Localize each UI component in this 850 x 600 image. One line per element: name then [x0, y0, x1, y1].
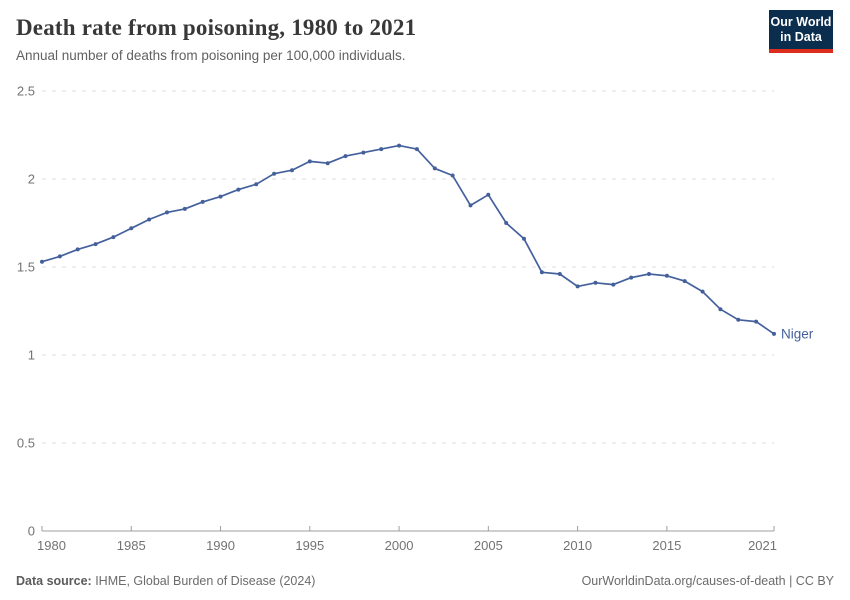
- data-point-marker: [93, 242, 98, 247]
- owid-logo: Our World in Data: [769, 10, 833, 53]
- data-point-marker: [629, 275, 634, 280]
- x-tick-label: 2015: [652, 538, 681, 553]
- data-point-marker: [147, 217, 152, 222]
- chart-footer: Data source: IHME, Global Burden of Dise…: [16, 574, 834, 588]
- x-tick-label: 1995: [295, 538, 324, 553]
- series-line: [41, 144, 775, 335]
- data-point-marker: [111, 235, 116, 240]
- data-point-marker: [414, 147, 419, 152]
- x-tick-label: 2005: [474, 538, 503, 553]
- data-point-marker: [647, 272, 651, 276]
- data-point-marker: [504, 221, 509, 225]
- y-tick-label: 2: [28, 172, 35, 187]
- data-point-marker: [57, 254, 62, 259]
- x-tick-label: 2021: [748, 538, 777, 553]
- data-point-marker: [522, 236, 526, 241]
- data-source-note: Data source: IHME, Global Burden of Dise…: [16, 574, 315, 588]
- data-point-marker: [272, 171, 277, 176]
- data-point-marker: [129, 226, 134, 231]
- data-point-marker: [75, 247, 80, 252]
- attribution-text: OurWorldinData.org/causes-of-death | CC …: [581, 574, 834, 588]
- data-point-marker: [682, 279, 687, 284]
- x-tick-label: 2010: [563, 538, 592, 553]
- data-point-marker: [736, 317, 741, 322]
- data-point-marker: [468, 203, 473, 208]
- data-point-marker: [557, 272, 562, 276]
- data-point-marker: [307, 159, 312, 164]
- data-source-text: IHME, Global Burden of Disease (2024): [91, 574, 316, 588]
- data-source-label: Data source:: [16, 574, 92, 588]
- x-tick-label: 1980: [37, 538, 66, 553]
- x-tick-label: 1990: [206, 538, 235, 553]
- data-point-marker: [486, 192, 491, 197]
- data-point-marker: [754, 319, 759, 324]
- data-point-marker: [290, 168, 294, 173]
- data-point-marker: [254, 182, 259, 187]
- owid-logo-line2: in Data: [780, 30, 822, 44]
- data-point-marker: [772, 331, 776, 336]
- data-point-marker: [182, 206, 187, 211]
- data-point-marker: [718, 307, 723, 312]
- data-point-marker: [200, 199, 205, 204]
- data-point-marker: [40, 259, 44, 264]
- owid-logo-line1: Our World: [770, 15, 832, 29]
- data-point-marker: [432, 166, 437, 171]
- data-point-marker: [539, 270, 544, 275]
- chart-subtitle: Annual number of deaths from poisoning p…: [16, 48, 406, 63]
- series-end-label: Niger: [781, 326, 814, 341]
- x-tick-label: 1985: [117, 538, 146, 553]
- data-point-marker: [611, 282, 616, 287]
- x-tick-label: 2000: [385, 538, 414, 553]
- data-point-marker: [664, 273, 669, 278]
- page-title: Death rate from poisoning, 1980 to 2021: [16, 15, 417, 40]
- data-point-marker: [361, 150, 366, 155]
- data-point-marker: [575, 284, 580, 289]
- y-tick-label: 1.5: [17, 260, 35, 275]
- data-point-marker: [397, 143, 402, 148]
- data-point-marker: [450, 173, 455, 178]
- data-point-marker: [700, 289, 705, 294]
- data-point-marker: [325, 161, 330, 166]
- y-tick-label: 0.5: [17, 436, 35, 451]
- data-point-marker: [218, 194, 223, 199]
- y-tick-label: 2.5: [17, 84, 35, 99]
- data-point-marker: [343, 154, 348, 159]
- data-point-marker: [165, 210, 169, 215]
- chart-header: Death rate from poisoning, 1980 to 2021 …: [16, 15, 834, 63]
- data-point-marker: [593, 280, 598, 285]
- y-tick-label: 0: [28, 524, 35, 539]
- data-point-marker: [379, 147, 384, 152]
- data-point-marker: [236, 187, 241, 192]
- y-tick-label: 1: [28, 348, 35, 363]
